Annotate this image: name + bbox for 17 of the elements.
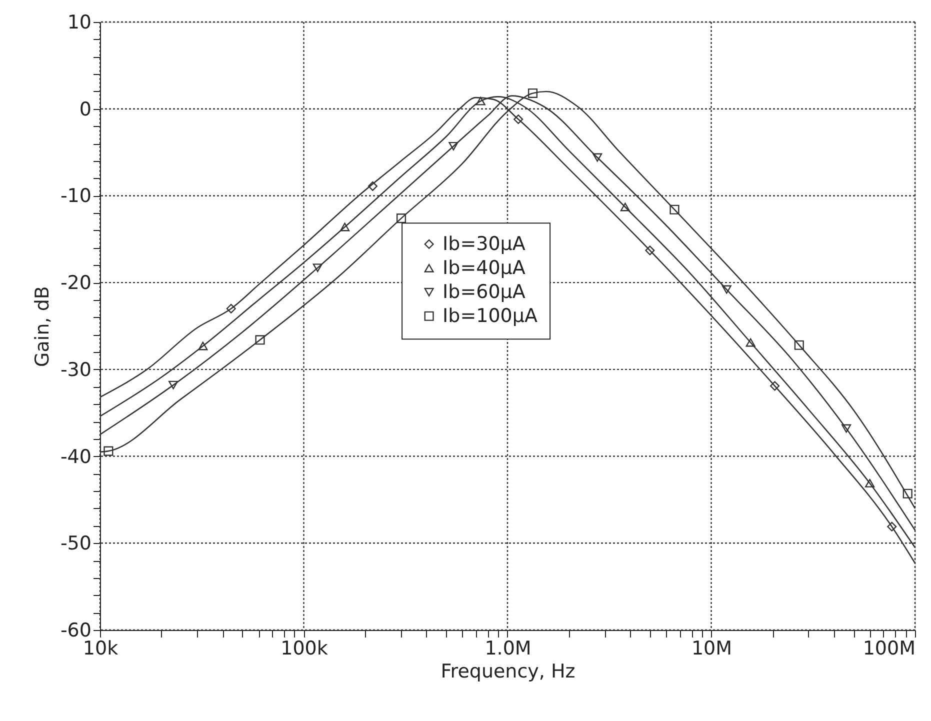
legend-label: Ib=100μA (442, 305, 538, 328)
y-tick-label: 10 (67, 12, 92, 34)
y-tick-label: -10 (60, 185, 92, 208)
legend-label: Ib=40μA (442, 257, 526, 280)
x-tick-label: 10M (691, 638, 732, 660)
x-tick-label: 100k (280, 638, 328, 660)
x-axis-title: Frequency, Hz (440, 660, 576, 682)
y-tick-label: -50 (60, 532, 92, 555)
x-tick-label: 100M (862, 638, 916, 660)
y-tick-label: -30 (60, 358, 92, 381)
legend-label: Ib=30μA (442, 233, 526, 256)
legend-label: Ib=60μA (442, 281, 526, 304)
y-tick-label: -40 (60, 446, 92, 468)
y-tick-label: -20 (60, 272, 92, 294)
y-axis-title: Gain, dB (31, 286, 54, 367)
y-tick-label: 0 (79, 98, 92, 120)
x-tick-label: 1.0M (484, 638, 532, 660)
